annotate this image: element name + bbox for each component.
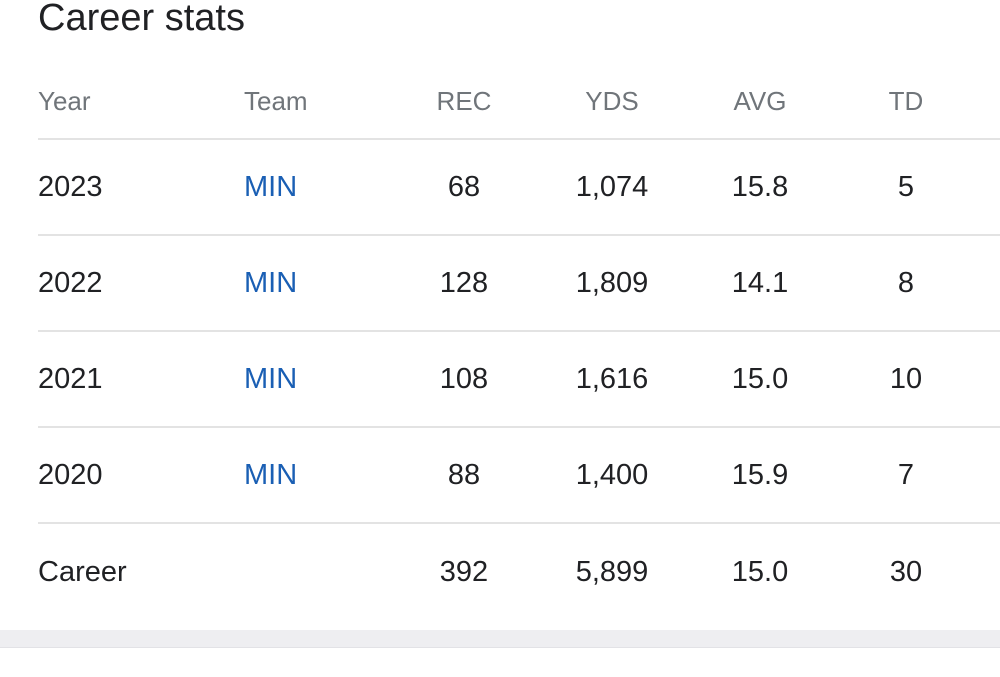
table-row: 2020 MIN 88 1,400 15.9 7: [38, 428, 1000, 524]
avg-cell: 15.8: [731, 170, 789, 203]
avg-cell: 14.1: [731, 266, 789, 299]
team-link[interactable]: MIN: [244, 170, 298, 203]
year-cell: 2021: [38, 362, 103, 395]
career-total-row: Career 392 5,899 15.0 30: [38, 524, 1000, 620]
career-yds-cell: 5,899: [575, 555, 649, 588]
column-header-team: Team: [244, 85, 308, 116]
table-row: 2022 MIN 128 1,809 14.1 8: [38, 236, 1000, 332]
yds-cell: 1,074: [575, 170, 649, 203]
td-cell: 5: [897, 170, 915, 203]
table-row: 2023 MIN 68 1,074 15.8 5: [38, 140, 1000, 236]
rec-cell: 68: [447, 170, 481, 203]
career-avg-cell: 15.0: [731, 555, 789, 588]
team-link[interactable]: MIN: [244, 458, 298, 491]
career-label: Career: [38, 555, 127, 588]
year-cell: 2020: [38, 458, 103, 491]
column-header-avg: AVG: [733, 85, 787, 116]
avg-cell: 15.0: [731, 362, 789, 395]
year-cell: 2023: [38, 170, 103, 203]
career-td-cell: 30: [889, 555, 923, 588]
rec-cell: 108: [439, 362, 489, 395]
team-link[interactable]: MIN: [244, 266, 298, 299]
rec-cell: 88: [447, 458, 481, 491]
td-cell: 7: [897, 458, 915, 491]
rec-cell: 128: [439, 266, 489, 299]
yds-cell: 1,400: [575, 458, 649, 491]
yds-cell: 1,809: [575, 266, 649, 299]
career-stats-card: Career stats Year Team REC YDS AVG TD 20…: [38, 0, 1000, 620]
section-separator: [0, 630, 1000, 648]
td-cell: 8: [897, 266, 915, 299]
team-link[interactable]: MIN: [244, 362, 298, 395]
column-header-rec: REC: [436, 85, 492, 116]
career-rec-cell: 392: [439, 555, 489, 588]
column-header-yds: YDS: [585, 85, 639, 116]
column-header-year: Year: [38, 85, 91, 116]
td-cell: 10: [889, 362, 923, 395]
table-header-row: Year Team REC YDS AVG TD: [38, 64, 1000, 140]
career-stats-table: Year Team REC YDS AVG TD 2023 MIN 68 1,0…: [38, 64, 1000, 620]
section-title: Career stats: [38, 0, 245, 39]
yds-cell: 1,616: [575, 362, 649, 395]
table-row: 2021 MIN 108 1,616 15.0 10: [38, 332, 1000, 428]
avg-cell: 15.9: [731, 458, 789, 491]
column-header-td: TD: [888, 85, 924, 116]
year-cell: 2022: [38, 266, 103, 299]
